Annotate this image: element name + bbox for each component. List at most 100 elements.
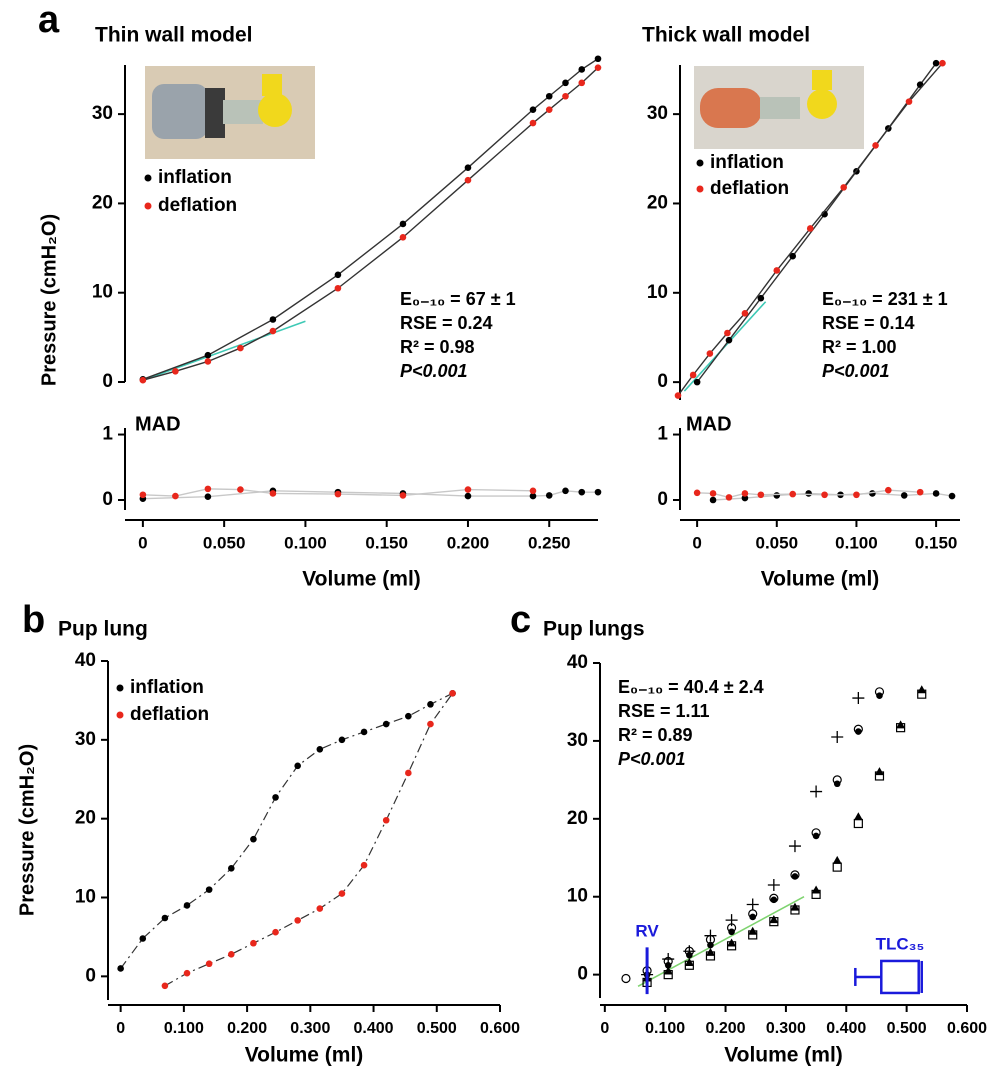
point [725,494,733,501]
x-tick-label: 0.200 [227,1020,267,1037]
point [663,970,673,980]
y-tick-label: 0 [577,964,588,985]
chart-title: Pup lungs [543,618,645,641]
x-tick-label: 0 [116,1020,125,1037]
legend-marker [116,711,124,719]
point [855,728,862,735]
point [237,344,244,352]
x-tick-label: 0.600 [947,1020,987,1037]
point [464,492,472,500]
y-tick-label: 10 [647,282,668,303]
stat-annotation: R² = 0.89 [618,725,693,745]
point [382,816,390,824]
point [757,294,765,302]
y-tick-label: 0 [85,965,96,986]
point [773,267,781,274]
point [896,723,906,733]
point [770,896,778,904]
point [724,329,731,337]
point [789,252,797,260]
point [684,957,694,966]
point [427,701,434,708]
point [204,358,212,365]
chart-title: Thin wall model [95,24,253,47]
stat-annotation: RSE = 0.24 [400,313,493,333]
rv-label: RV [635,921,659,940]
point [205,886,213,893]
point [294,917,301,924]
y-tick-label: 10 [567,886,588,907]
x-tick-label: 0.400 [354,1020,394,1037]
point [741,494,749,502]
point [382,720,390,728]
stat-annotation: P<0.001 [400,361,468,381]
point [399,220,407,228]
point [237,486,244,493]
point [876,692,883,700]
point [269,327,277,335]
point [852,692,865,705]
fit-line [637,896,805,988]
point [810,785,823,798]
point [117,965,124,972]
point [578,66,586,73]
point [578,488,586,496]
point [840,184,847,191]
y-tick-label: 20 [92,192,113,213]
point [811,885,821,894]
x-tick-label: 0.200 [447,533,490,552]
chart-title: Thick wall model [642,24,810,47]
point [139,935,147,942]
y-tick-label: 30 [567,730,588,751]
point [250,939,257,947]
x-tick-label: 0.050 [756,533,799,552]
point [706,350,714,357]
panel-label: b [22,599,45,641]
point [932,490,940,497]
series-line [697,489,921,499]
point [338,890,346,897]
point [250,835,257,843]
point [948,492,956,500]
photo-thick-wall [694,66,864,149]
x-tick-label: 0 [600,1020,609,1037]
x-tick-label: 0.400 [826,1020,866,1037]
point [853,818,863,829]
stat-annotation: E₀₋₁₀ = 67 ± 1 [400,289,516,309]
point [204,485,212,493]
point [183,969,191,977]
point [139,376,147,384]
y-tick-label: 20 [567,808,588,829]
point [773,492,781,499]
point [905,98,913,105]
point [594,488,602,496]
stat-annotation: E₀₋₁₀ = 231 ± 1 [822,289,948,309]
point [545,106,553,113]
point [788,840,801,853]
x-tick-label: 0.150 [915,533,958,552]
legend-marker [696,185,704,193]
legend-label: deflation [130,704,209,725]
y-axis-label: Pressure (cmH₂O) [38,214,60,386]
point [545,492,553,499]
point [789,490,797,498]
point [932,59,940,67]
x-tick-label: 0.050 [203,533,246,552]
point [805,490,812,497]
point [139,491,147,499]
x-axis-label: Volume (ml) [245,1044,364,1067]
x-axis-label: Volume (ml) [302,568,421,591]
x-tick-label: 0.200 [706,1020,746,1037]
point [360,861,368,869]
point [529,119,537,127]
point [917,689,927,699]
point [272,928,279,936]
point [664,961,672,969]
point [767,879,780,892]
point [399,492,407,499]
x-axis-label: Volume (ml) [761,568,880,591]
x-tick-label: 0.500 [887,1020,927,1037]
x-tick-label: 0.100 [645,1020,685,1037]
point [872,142,879,149]
panel-label: a [38,0,60,41]
